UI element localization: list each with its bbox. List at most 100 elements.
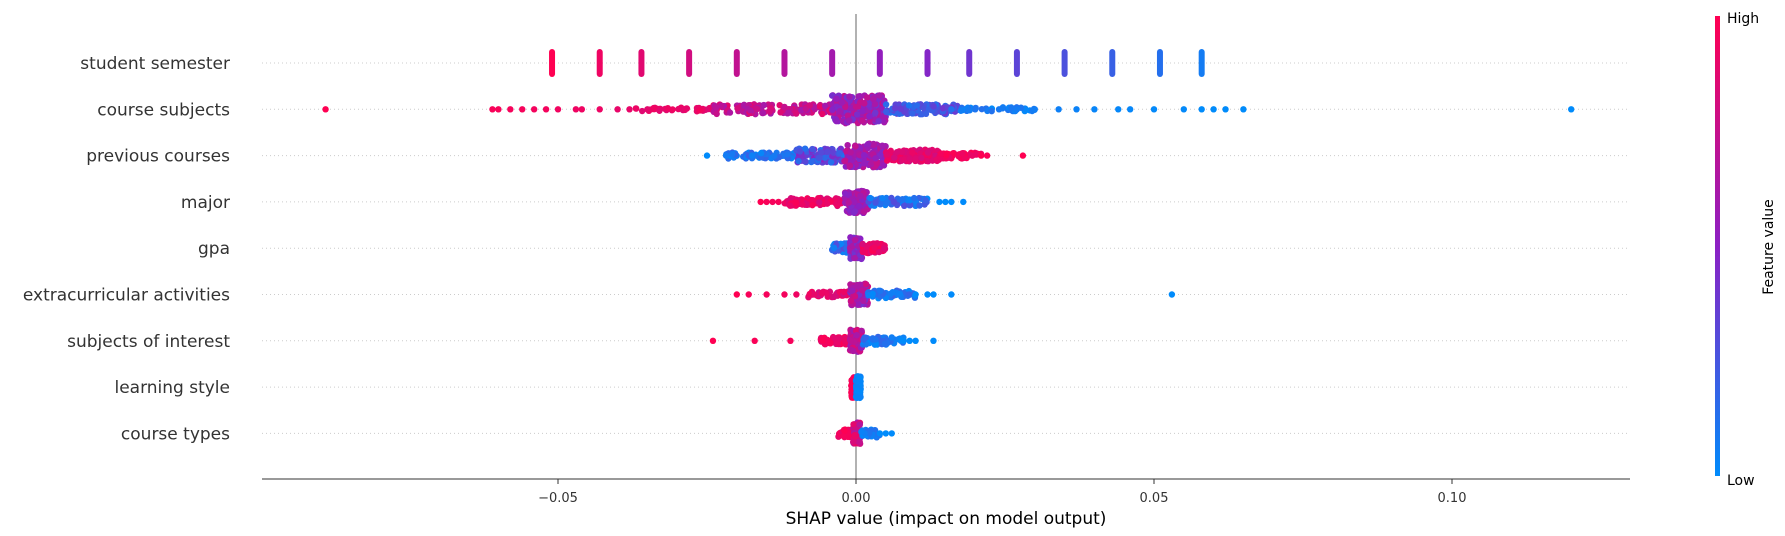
shap-point <box>830 244 838 252</box>
shap-point <box>849 287 856 295</box>
shap-point <box>833 117 840 125</box>
shap-point <box>712 104 720 111</box>
shap-point <box>651 105 658 113</box>
shap-point <box>722 152 730 159</box>
shap-point <box>819 337 826 344</box>
shap-point <box>785 109 792 116</box>
shap-point <box>936 198 943 206</box>
shap-point <box>1115 106 1122 113</box>
shap-point <box>846 93 853 100</box>
shap-point <box>888 430 895 437</box>
shap-point <box>840 288 848 296</box>
colorbar-high-label: High <box>1727 11 1759 27</box>
shap-point <box>909 110 916 117</box>
shap-point <box>899 195 906 203</box>
shap-point <box>879 142 886 149</box>
shap-point <box>766 108 773 115</box>
shap-point <box>905 102 913 109</box>
shap-point <box>793 291 800 298</box>
shap-point <box>1019 152 1027 159</box>
shap-point <box>823 200 831 207</box>
shap-point <box>930 103 937 110</box>
shap-point <box>656 107 663 114</box>
feature-label: subjects of interest <box>67 332 230 352</box>
shap-point <box>1198 106 1205 113</box>
shap-point <box>809 145 816 153</box>
shap-point <box>836 108 844 115</box>
shap-point <box>939 104 947 112</box>
shap-point <box>1055 106 1062 113</box>
shap-point <box>829 106 836 113</box>
shap-point <box>833 95 840 102</box>
shap-point <box>572 106 580 113</box>
shap-point <box>530 106 538 113</box>
shap-point <box>909 149 916 156</box>
feature-label: previous courses <box>86 147 230 167</box>
shap-point <box>632 105 640 112</box>
shap-point <box>948 198 955 206</box>
shap-point <box>842 157 849 164</box>
shap-point <box>871 244 878 251</box>
shap-point <box>840 432 847 440</box>
shap-point <box>905 291 913 298</box>
shap-point <box>842 190 849 197</box>
shap-point <box>957 107 965 114</box>
shap-point <box>860 151 868 159</box>
shap-point <box>644 106 651 113</box>
shap-point <box>901 156 908 163</box>
shap-point <box>853 331 860 339</box>
feature-label: course subjects <box>97 100 230 120</box>
shap-point <box>851 254 859 262</box>
shap-point <box>876 92 883 99</box>
shap-point <box>638 49 645 77</box>
shap-point <box>793 110 800 117</box>
shap-point <box>890 154 898 161</box>
shap-point <box>883 108 890 116</box>
shap-point <box>751 337 758 344</box>
shap-point <box>912 291 919 298</box>
shap-point <box>1222 106 1229 113</box>
feature-label: major <box>181 193 230 213</box>
feature-label: course types <box>121 424 230 444</box>
shap-point <box>726 109 734 116</box>
x-axis-label: SHAP value (impact on model output) <box>786 509 1107 529</box>
shap-point <box>841 427 848 434</box>
shap-point <box>960 198 967 206</box>
shap-point <box>844 112 852 119</box>
shap-point <box>781 291 788 298</box>
shap-point <box>815 154 823 162</box>
shap-point <box>978 105 986 113</box>
shap-point <box>898 148 906 156</box>
shap-point <box>1109 49 1116 77</box>
shap-point <box>816 199 823 206</box>
shap-point <box>830 293 838 301</box>
shap-point <box>734 105 741 112</box>
feature-label: gpa <box>198 239 230 259</box>
shap-point <box>864 140 872 148</box>
shap-point <box>703 152 711 159</box>
shap-point <box>851 292 859 300</box>
shap-point <box>888 334 895 341</box>
shap-point <box>846 162 854 169</box>
shap-point <box>859 287 866 294</box>
shap-point <box>900 337 907 344</box>
shap-point <box>916 202 923 209</box>
shap-point <box>771 152 778 159</box>
shap-point <box>860 208 868 216</box>
shap-point <box>959 150 966 157</box>
shap-point <box>1091 106 1098 113</box>
shap-point <box>907 201 914 209</box>
shap-point <box>596 106 603 113</box>
shap-point <box>875 118 882 125</box>
data-points <box>322 49 1575 447</box>
shap-point <box>883 157 891 164</box>
shap-point <box>859 248 866 256</box>
shap-point <box>775 198 782 206</box>
shap-point <box>811 291 818 298</box>
shap-point <box>852 143 859 150</box>
shap-point <box>964 106 972 114</box>
shap-point <box>881 340 888 348</box>
shap-point <box>760 101 768 109</box>
shap-point <box>943 150 950 157</box>
